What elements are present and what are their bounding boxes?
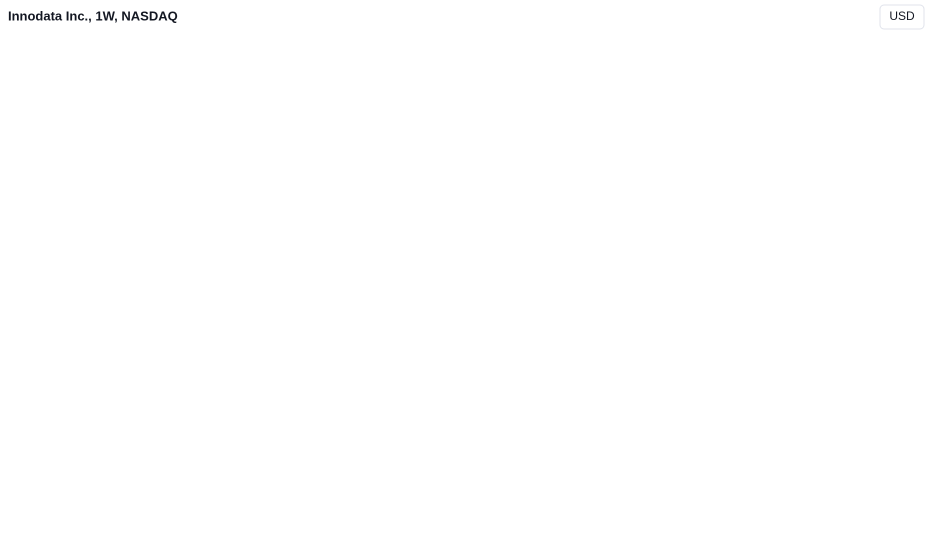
chart-title: Innodata Inc., 1W, NASDAQ bbox=[8, 8, 178, 23]
currency-button[interactable] bbox=[879, 4, 925, 30]
currency[interactable]: USD bbox=[889, 9, 915, 23]
